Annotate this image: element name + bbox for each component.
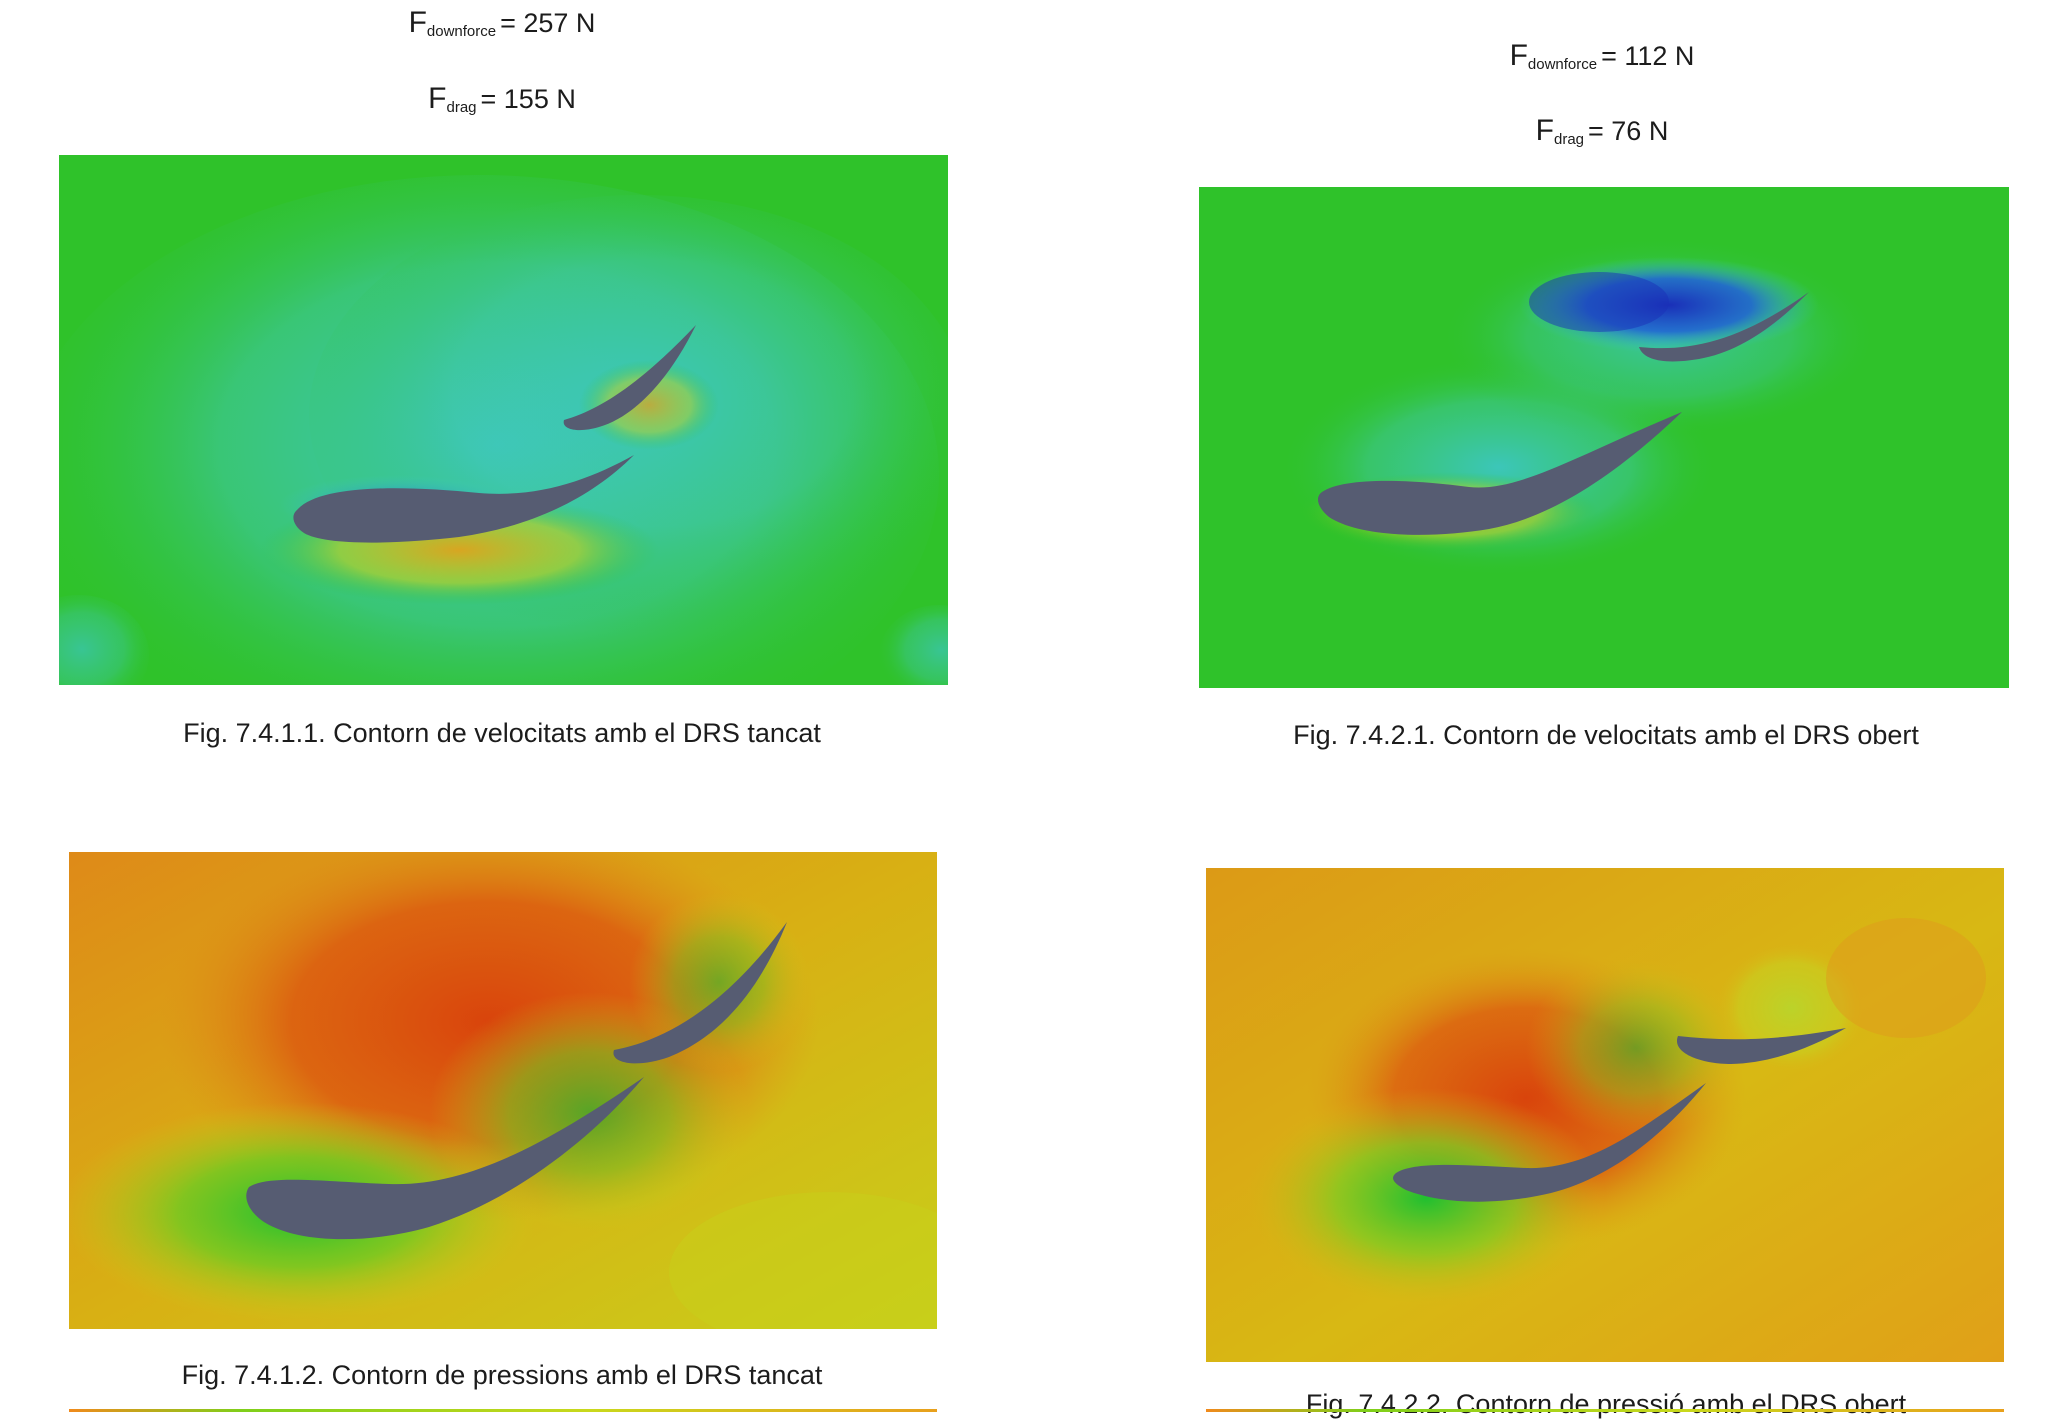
pressure-contour-drs-closed (69, 852, 937, 1329)
next-figure-edge-left (69, 1409, 937, 1412)
caption-fig-7-4-1-2: Fig. 7.4.1.2. Contorn de pressions amb e… (181, 1360, 823, 1390)
next-figure-edge-right (1206, 1409, 2004, 1412)
downforce-closed: Fdownforce = 257 N (408, 6, 596, 40)
downforce-open: Fdownforce = 112 N (1509, 39, 1695, 73)
caption-fig-7-4-2-2: Fig. 7.4.2.2. Contorn de pressió amb el … (1305, 1389, 1907, 1419)
velocity-contour-drs-closed (59, 155, 948, 685)
pressure-contour-drs-open (1206, 868, 2004, 1362)
caption-fig-7-4-2-1: Fig. 7.4.2.1. Contorn de velocitats amb … (1293, 720, 1919, 750)
drag-open: Fdrag = 76 N (1535, 114, 1669, 148)
drag-closed: Fdrag = 155 N (428, 82, 576, 116)
caption-fig-7-4-1-1: Fig. 7.4.1.1. Contorn de velocitats amb … (183, 718, 821, 748)
velocity-contour-drs-open (1199, 187, 2009, 688)
